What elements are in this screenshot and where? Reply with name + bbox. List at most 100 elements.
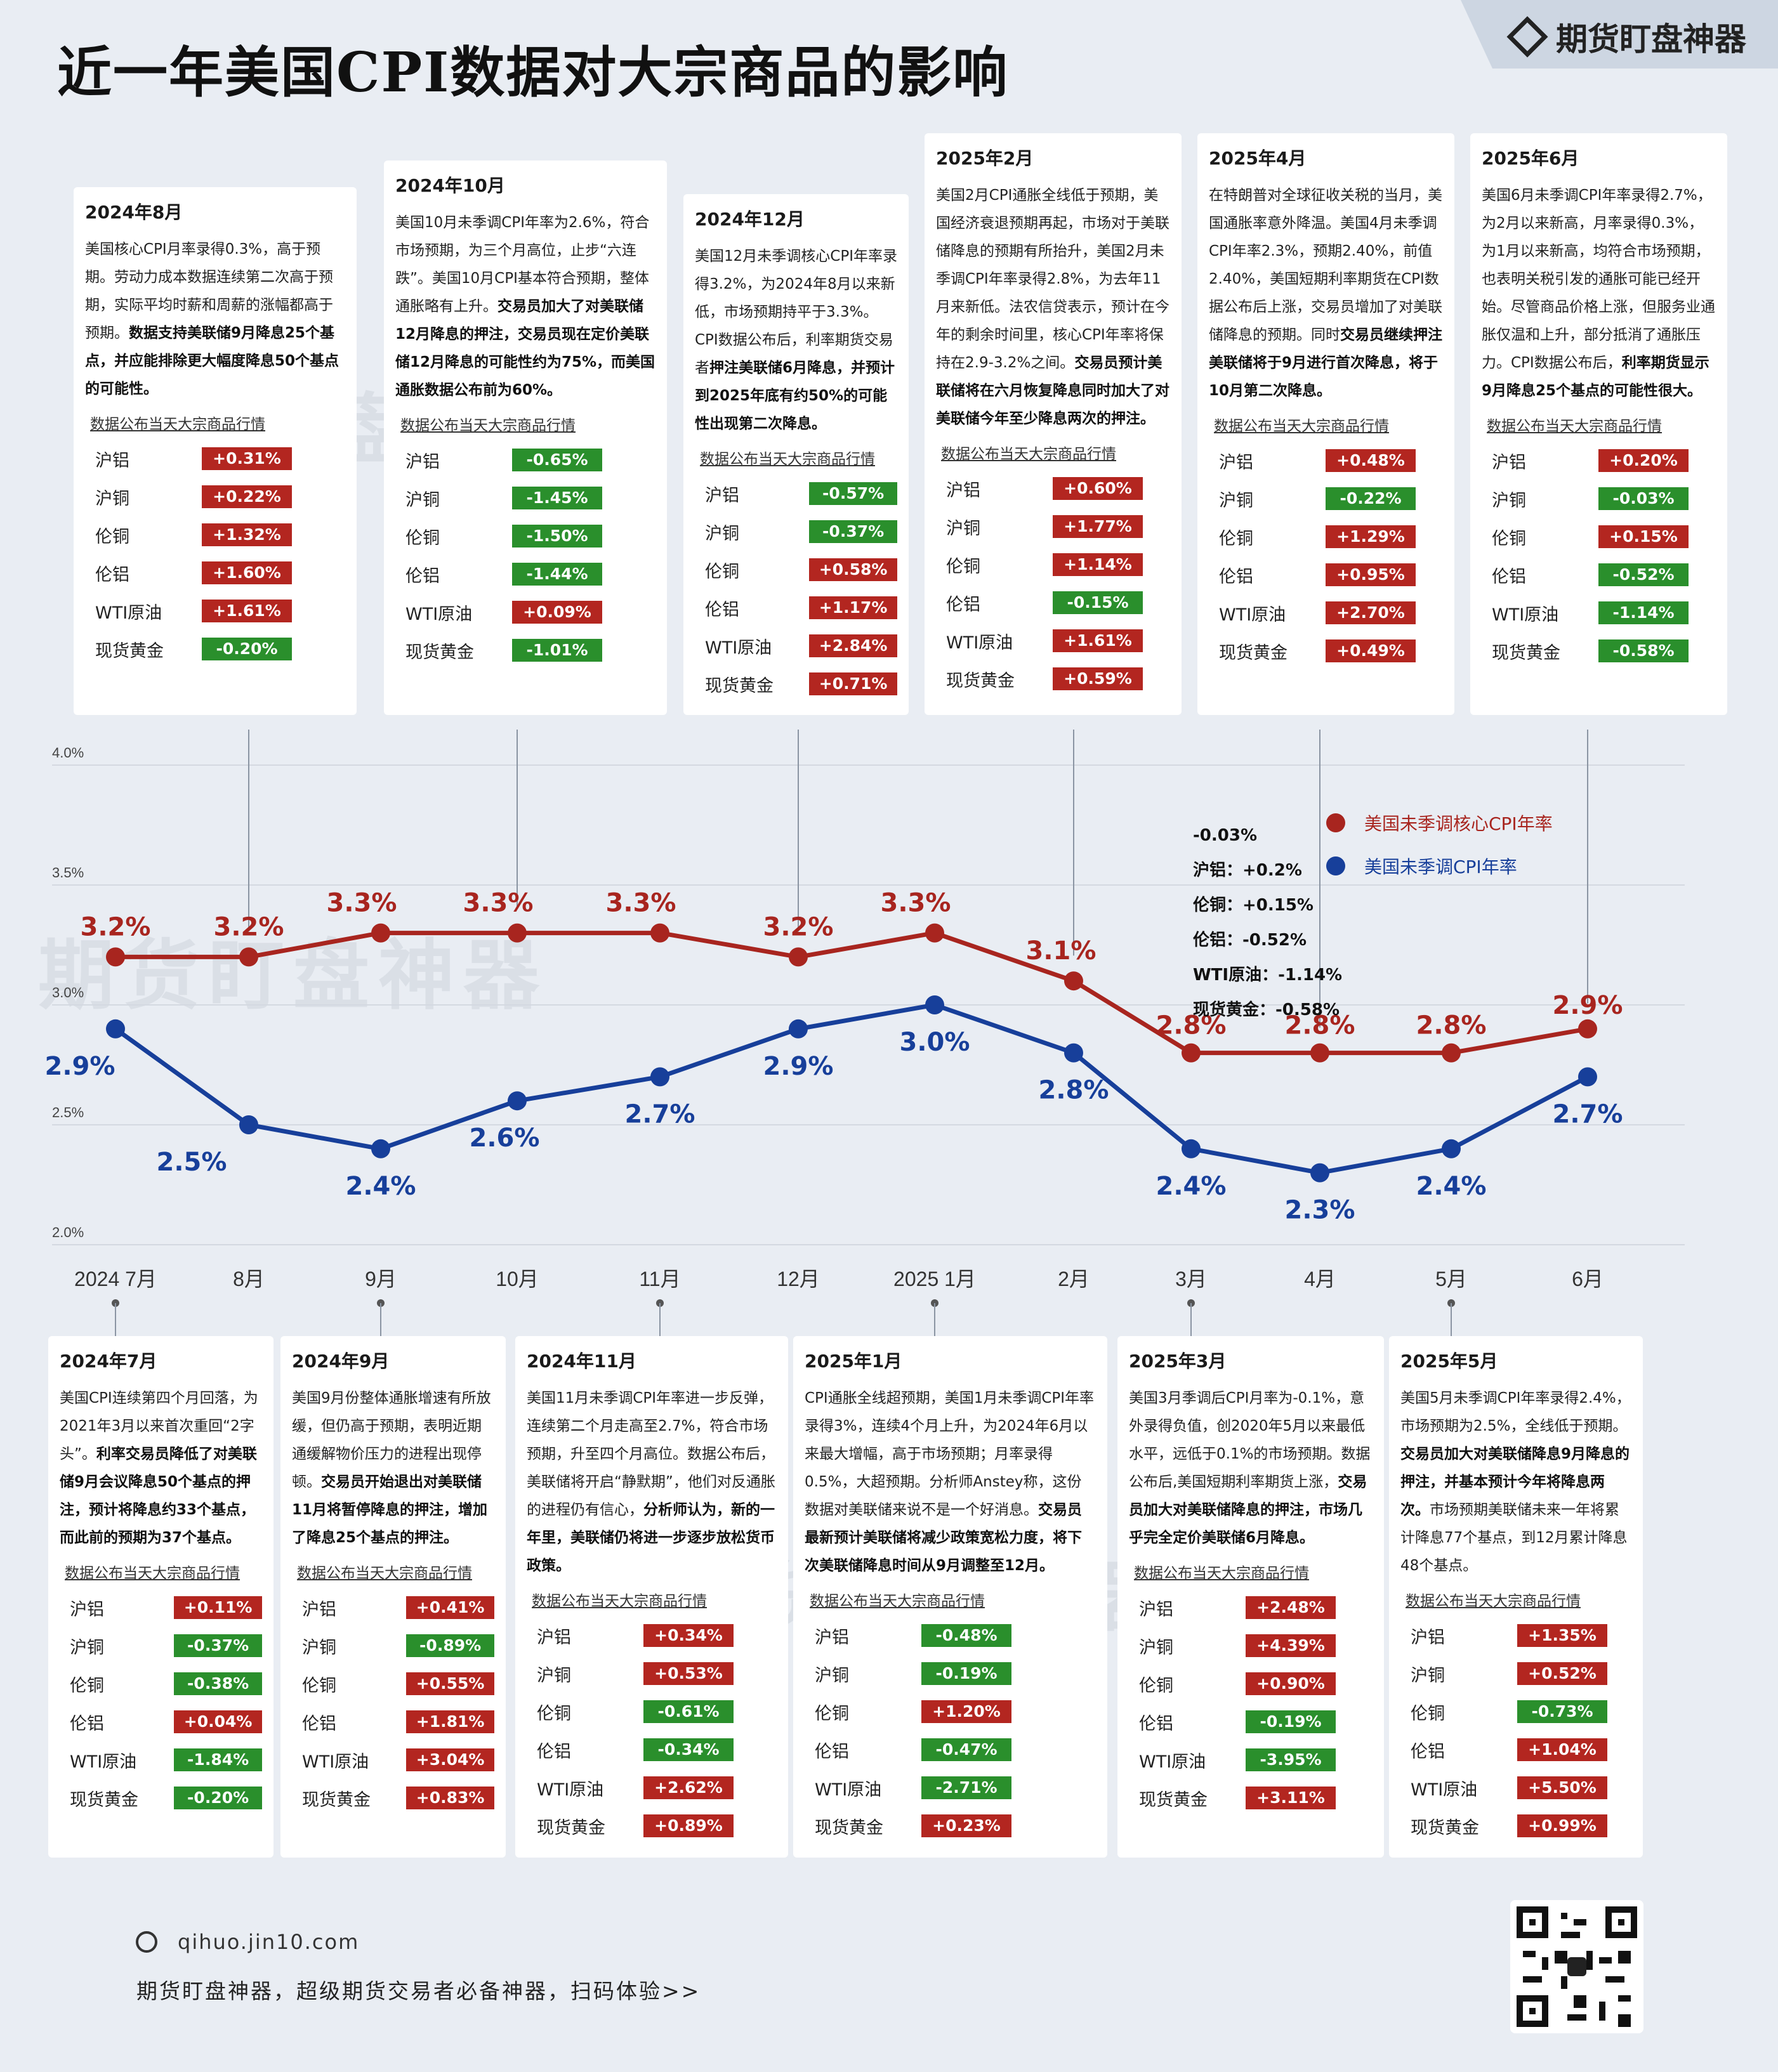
note-line: 伦铜：+0.15%: [1193, 896, 1314, 915]
x-tick-label: 2月: [1058, 1268, 1090, 1290]
commodity-name: 现货黄金: [405, 642, 474, 662]
market-row: 沪铝 -0.57%: [695, 475, 897, 513]
note-line: -0.03%: [1193, 826, 1257, 845]
market-row: 沪铝 +0.60%: [936, 469, 1170, 508]
change-badge: +0.22%: [202, 485, 292, 508]
change-badge: +2.70%: [1326, 601, 1416, 624]
commodity-name: 沪铝: [1219, 452, 1253, 473]
x-tick-label: 3月: [1175, 1268, 1207, 1290]
series-line: [114, 1002, 1589, 1176]
card-body: 美国5月未季调CPI年率录得2.4%，市场预期为2.5%，全线低于预期。交易员加…: [1400, 1384, 1631, 1580]
market-row: 沪铝 +0.34%: [527, 1616, 777, 1655]
change-badge: +1.35%: [1517, 1624, 1607, 1647]
market-row: 伦铝 -0.15%: [936, 584, 1170, 622]
top-card-2024-12: 2024年12月 美国12月未季调核心CPI年率录得3.2%，为2024年8月以来…: [683, 194, 909, 715]
commodity-name: 伦铜: [70, 1675, 104, 1696]
card-body: 美国10月未季调CPI年率为2.6%，符合市场预期，为三个月高位，止步“六连跌”…: [395, 209, 655, 404]
data-label: 3.1%: [1026, 936, 1096, 966]
legend-marker: [1326, 813, 1345, 832]
market-row: 沪铝 +0.11%: [60, 1589, 262, 1627]
change-badge: -0.34%: [643, 1738, 734, 1761]
data-label: 3.3%: [327, 889, 397, 918]
change-badge: +0.11%: [174, 1596, 262, 1619]
x-tick-label: 12月: [777, 1268, 820, 1290]
market-heading: 数据公布当天大宗商品行情: [1406, 1593, 1581, 1610]
commodity-name: 沪铜: [70, 1637, 104, 1658]
brand-logo: 期货盯盘神器: [1506, 14, 1746, 60]
data-point: [1310, 1043, 1329, 1063]
market-row: WTI原油 +5.50%: [1400, 1769, 1631, 1807]
change-badge: +0.60%: [1053, 477, 1143, 500]
market-heading: 数据公布当天大宗商品行情: [810, 1593, 985, 1610]
commodity-name: 伦铝: [815, 1741, 849, 1762]
data-point: [1064, 1043, 1083, 1063]
market-row: 沪铜 +0.22%: [85, 478, 345, 516]
change-badge: +0.59%: [1053, 667, 1143, 690]
market-row: 伦铝 +1.17%: [695, 589, 897, 627]
commodity-name: 伦铝: [1219, 567, 1253, 587]
card-body-highlight: 分析师认为，新的一年里，美联储仍将进一步逐步放松货币政策。: [527, 1502, 775, 1574]
change-badge: +1.17%: [809, 596, 897, 619]
change-badge: +1.81%: [406, 1710, 494, 1733]
change-badge: +0.04%: [174, 1710, 262, 1733]
change-badge: -1.14%: [1598, 601, 1689, 624]
change-badge: +0.71%: [809, 672, 897, 695]
footer-url[interactable]: qihuo.jin10.com: [178, 1930, 360, 1954]
market-row: 沪铝 +0.31%: [85, 440, 345, 478]
commodity-name: 伦铝: [537, 1741, 571, 1762]
commodity-name: WTI原油: [95, 603, 162, 623]
commodity-name: 伦铜: [1219, 528, 1253, 549]
change-badge: -0.22%: [1326, 487, 1416, 510]
commodity-name: WTI原油: [1139, 1752, 1206, 1772]
commodity-name: 现货黄金: [95, 641, 164, 661]
market-heading: 数据公布当天大宗商品行情: [1134, 1565, 1309, 1582]
brand-name: 期货盯盘神器: [1556, 21, 1746, 58]
market-row: WTI原油 +2.70%: [1209, 594, 1443, 632]
data-label: 2.7%: [1553, 1099, 1623, 1129]
change-badge: +1.61%: [202, 600, 292, 622]
commodity-name: 伦铜: [95, 527, 129, 547]
commodity-name: WTI原油: [1219, 605, 1286, 625]
commodity-name: 现货黄金: [302, 1790, 371, 1810]
bottom-card-2025-03: 2025年3月 美国3月季调后CPI月率为-0.1%，意外录得负值，创2020年5…: [1117, 1336, 1384, 1858]
data-point: [789, 1019, 808, 1039]
market-row: WTI原油 -1.84%: [60, 1741, 262, 1779]
card-body: 美国CPI连续第四个月回落，为2021年3月以来首次重回“2字头”。利率交易员降…: [60, 1384, 262, 1552]
market-row: 沪铝 +2.48%: [1129, 1589, 1373, 1627]
top-card-2025-02: 2025年2月 美国2月CPI通胀全线低于预期，美国经济衰退预期再起，市场对于美联…: [925, 133, 1182, 715]
link-icon: [136, 1931, 157, 1953]
card-body: 美国核心CPI月率录得0.3%，高于预期。劳动力成本数据连续第二次高于预期，实际…: [85, 235, 345, 403]
note-line: 现货黄金：-0.58%: [1193, 1000, 1340, 1020]
market-row: 沪铜 -0.22%: [1209, 480, 1443, 518]
change-badge: -3.95%: [1246, 1748, 1336, 1771]
market-row: 伦铝 +0.95%: [1209, 556, 1443, 594]
commodity-name: WTI原油: [537, 1780, 604, 1800]
market-row: 现货黄金 +0.49%: [1209, 632, 1443, 670]
card-body-text: 美国5月未季调CPI年率录得2.4%，市场预期为2.5%，全线低于预期。: [1400, 1390, 1631, 1434]
data-point: [371, 923, 390, 943]
data-label: 2.5%: [157, 1148, 227, 1177]
data-point: [789, 947, 808, 967]
commodity-name: WTI原油: [1492, 605, 1559, 625]
market-heading: 数据公布当天大宗商品行情: [90, 416, 265, 433]
qr-code-icon[interactable]: [1510, 1900, 1643, 2033]
market-heading: 数据公布当天大宗商品行情: [532, 1593, 707, 1610]
data-point: [106, 1019, 125, 1039]
data-label: 3.0%: [900, 1028, 970, 1057]
card-body-tail: 市场预期美联储未来一年将累计降息77个基点，到12月累计降息48个基点。: [1400, 1502, 1628, 1574]
commodity-name: 沪铝: [815, 1627, 849, 1648]
card-body: 美国11月未季调CPI年率进一步反弹，连续第二个月走高至2.7%，符合市场预期，…: [527, 1384, 777, 1580]
data-label: 2.9%: [45, 1052, 115, 1081]
card-body-highlight: 交易员加大对美联储降息9月降息的押注，并基本预计今年将降息两次。: [1400, 1446, 1630, 1518]
data-label: 2.7%: [625, 1099, 695, 1129]
legend-marker: [1326, 856, 1345, 875]
card-title: 2025年5月: [1400, 1351, 1498, 1372]
market-row: 伦铜 -0.73%: [1400, 1693, 1631, 1731]
commodity-name: WTI原油: [70, 1752, 137, 1772]
market-row: 现货黄金 +0.23%: [805, 1807, 1096, 1845]
commodity-name: 沪铝: [1492, 452, 1526, 473]
card-title: 2025年1月: [805, 1351, 902, 1372]
market-row: 沪铜 -0.89%: [292, 1627, 494, 1665]
market-row: 沪铝 +0.48%: [1209, 442, 1443, 480]
